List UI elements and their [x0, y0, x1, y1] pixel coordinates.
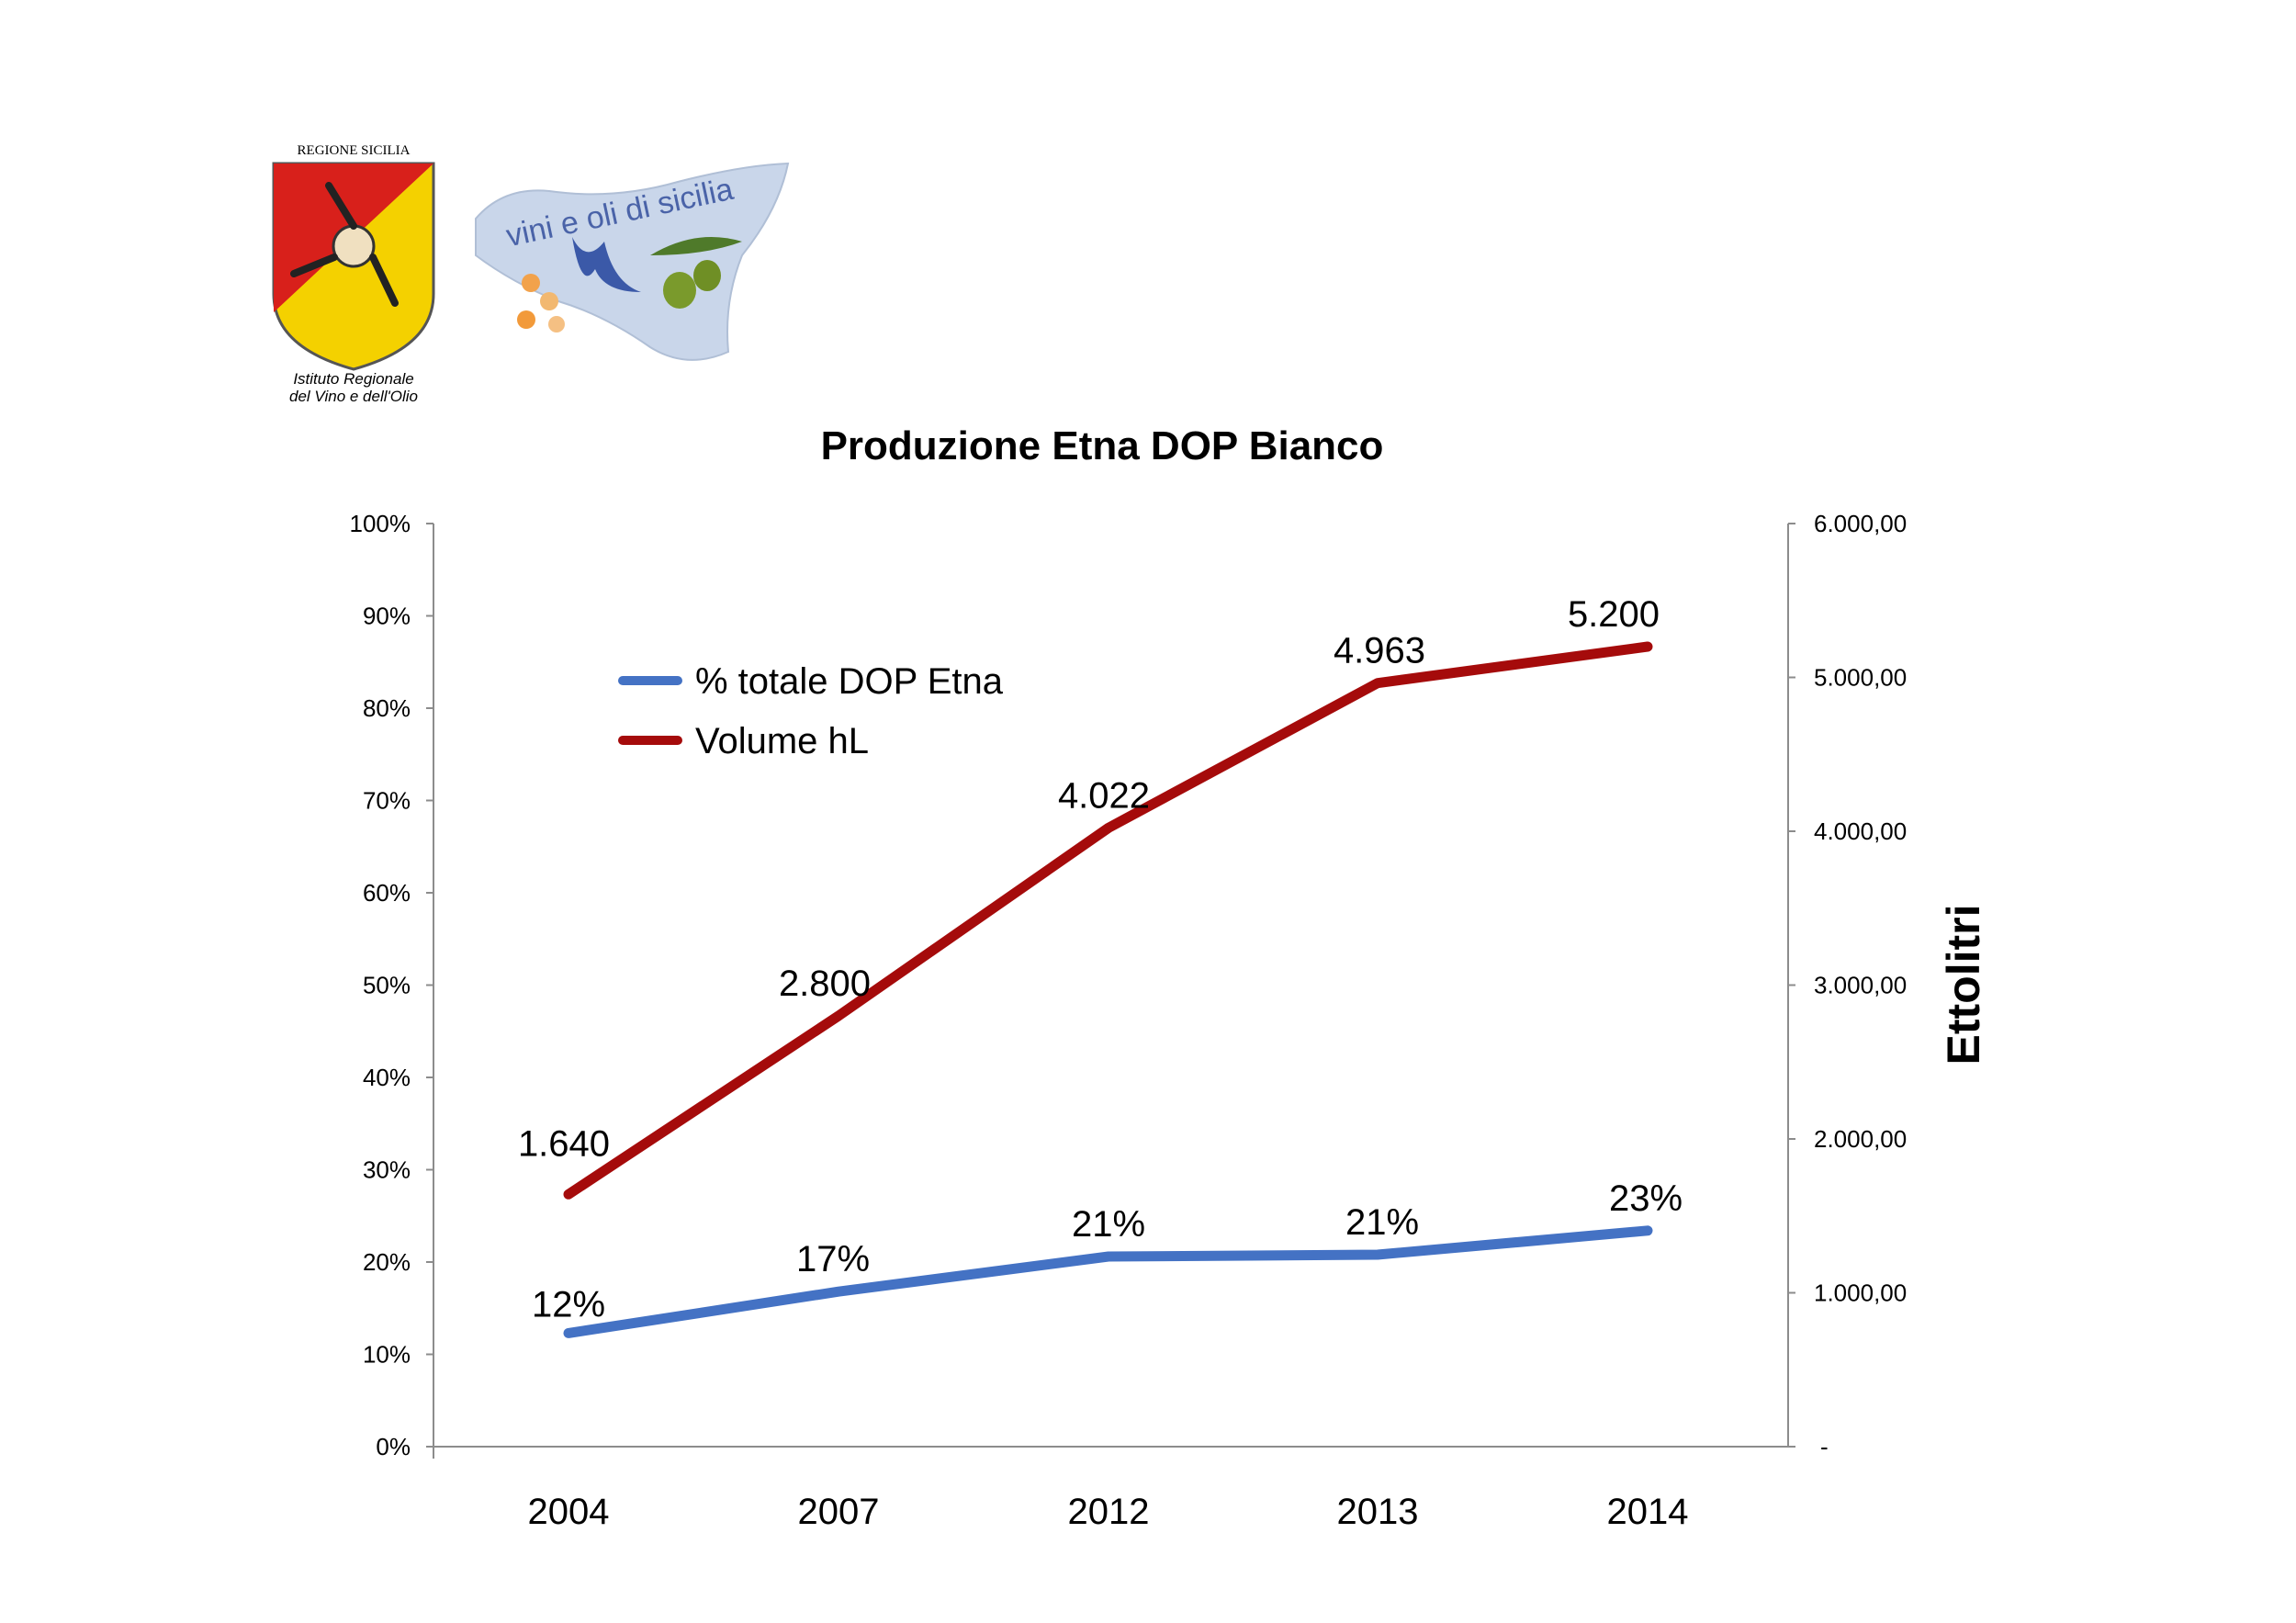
volume-data-label: 2.800	[779, 964, 871, 1004]
sicily-map-icon	[475, 162, 790, 361]
left-tick-label: 30%	[363, 1156, 411, 1184]
x-tick-label: 2014	[1607, 1492, 1689, 1532]
right-tick-label: 6.000,00	[1814, 510, 1907, 537]
pct-data-label: 21%	[1072, 1204, 1145, 1245]
volume-data-label: 4.963	[1334, 631, 1425, 671]
left-ticks: 0% 10% 20% 30% 40% 50% 60% 70% 80% 90% 100%	[350, 510, 433, 1460]
x-tick-label: 2012	[1068, 1492, 1150, 1532]
volume-data-label: 4.022	[1058, 775, 1150, 816]
left-tick-label: 10%	[363, 1341, 411, 1369]
right-tick-label: 1.000,00	[1814, 1279, 1907, 1307]
right-tick-label: 5.000,00	[1814, 664, 1907, 692]
left-tick-label: 80%	[363, 694, 411, 722]
right-tick-label: 2.000,00	[1814, 1125, 1907, 1153]
series-layer	[563, 641, 1653, 1338]
right-tick-label: 4.000,00	[1814, 817, 1907, 845]
istituto-line2: del Vino e dell'Olio	[289, 388, 418, 404]
left-tick-label: 90%	[363, 603, 411, 630]
left-tick-label: 60%	[363, 879, 411, 907]
legend-label-volume: Volume hL	[695, 721, 869, 761]
regione-sicilia-text: REGIONE SICILIA	[298, 143, 411, 158]
left-tick-label: 50%	[363, 972, 411, 999]
legend: % totale DOP Etna Volume hL	[618, 661, 1004, 761]
x-tick-label: 2004	[528, 1492, 610, 1532]
x-tick-label: 2007	[798, 1492, 880, 1532]
orange-flower-icon	[522, 274, 540, 292]
regione-sicilia-logo: REGIONE SICILIA Istituto Regionale del V…	[272, 143, 435, 404]
pct-data-label: 17%	[796, 1239, 870, 1279]
data-labels: 12% 17% 21% 21% 23% 1.640 2.800 4.022 4.963 5.200	[518, 594, 1683, 1324]
volume-data-label: 1.640	[518, 1123, 610, 1164]
volume-data-label: 5.200	[1568, 594, 1660, 635]
right-axis-label: Ettolitri	[1938, 905, 1989, 1065]
left-tick-label: 20%	[363, 1248, 411, 1276]
pct-series-line	[563, 1225, 1653, 1338]
chart-title: Produzione Etna DOP Bianco	[821, 423, 1384, 468]
x-tick-label: 2013	[1337, 1492, 1419, 1532]
olive-icon	[663, 272, 696, 309]
x-ticks: 2004 2007 2012 2013 2014	[528, 1492, 1689, 1532]
left-tick-label: 100%	[350, 510, 411, 537]
istituto-line1: Istituto Regionale	[293, 370, 413, 388]
pct-data-label: 23%	[1609, 1178, 1683, 1219]
right-tick-label: 3.000,00	[1814, 972, 1907, 999]
pct-data-label: 12%	[532, 1284, 605, 1324]
pct-data-label: 21%	[1345, 1202, 1419, 1243]
right-tick-label: -	[1820, 1433, 1829, 1460]
legend-label-pct: % totale DOP Etna	[695, 661, 1004, 702]
left-tick-label: 40%	[363, 1064, 411, 1091]
right-ticks: - 1.000,00 2.000,00 3.000,00 4.000,00 5.000,0…	[1788, 510, 1907, 1460]
vini-e-oli-logo: vini e oli di sicilia	[475, 162, 790, 361]
left-tick-label: 0%	[376, 1433, 411, 1460]
volume-series-line	[563, 641, 1653, 1200]
grape-vine-icon	[572, 237, 641, 292]
left-tick-label: 70%	[363, 787, 411, 815]
